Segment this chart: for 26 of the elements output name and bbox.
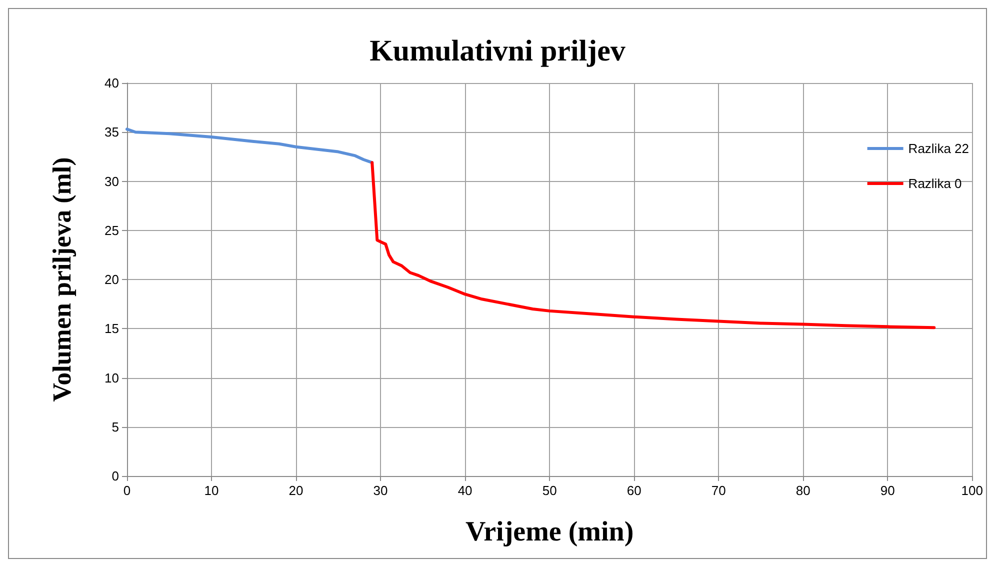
chart-title: Kumulativni priljev (370, 34, 626, 68)
x-axis-title: Vrijeme (min) (465, 516, 634, 548)
y-tick-label: 0 (112, 468, 119, 484)
x-tick-label: 100 (961, 483, 984, 498)
y-tick-label: 20 (104, 272, 119, 287)
x-tick-label: 10 (204, 483, 219, 498)
x-tick-label: 30 (373, 483, 388, 498)
y-tick-label: 5 (112, 419, 119, 434)
x-tick-label: 80 (796, 483, 810, 498)
y-tick-label: 35 (104, 124, 119, 140)
x-tick-label: 50 (542, 483, 557, 498)
y-axis-title: Volumen priljeva (ml) (48, 157, 76, 402)
y-tick-label: 40 (104, 76, 119, 90)
x-tick-label: 40 (458, 483, 472, 498)
x-tick-label: 90 (880, 483, 895, 498)
x-tick-label: 70 (711, 483, 726, 498)
x-tick-label: 0 (123, 483, 131, 498)
y-tick-label: 10 (104, 370, 119, 386)
y-tick-label: 30 (104, 174, 119, 189)
legend-label: Razlika 22 (908, 141, 970, 156)
y-tick-label: 25 (104, 222, 119, 238)
y-tick-label: 15 (104, 321, 119, 336)
x-tick-label: 20 (288, 483, 304, 498)
x-tick-label: 60 (626, 483, 642, 498)
legend-label: Razlika 0 (908, 176, 962, 191)
line-series (126, 128, 374, 164)
